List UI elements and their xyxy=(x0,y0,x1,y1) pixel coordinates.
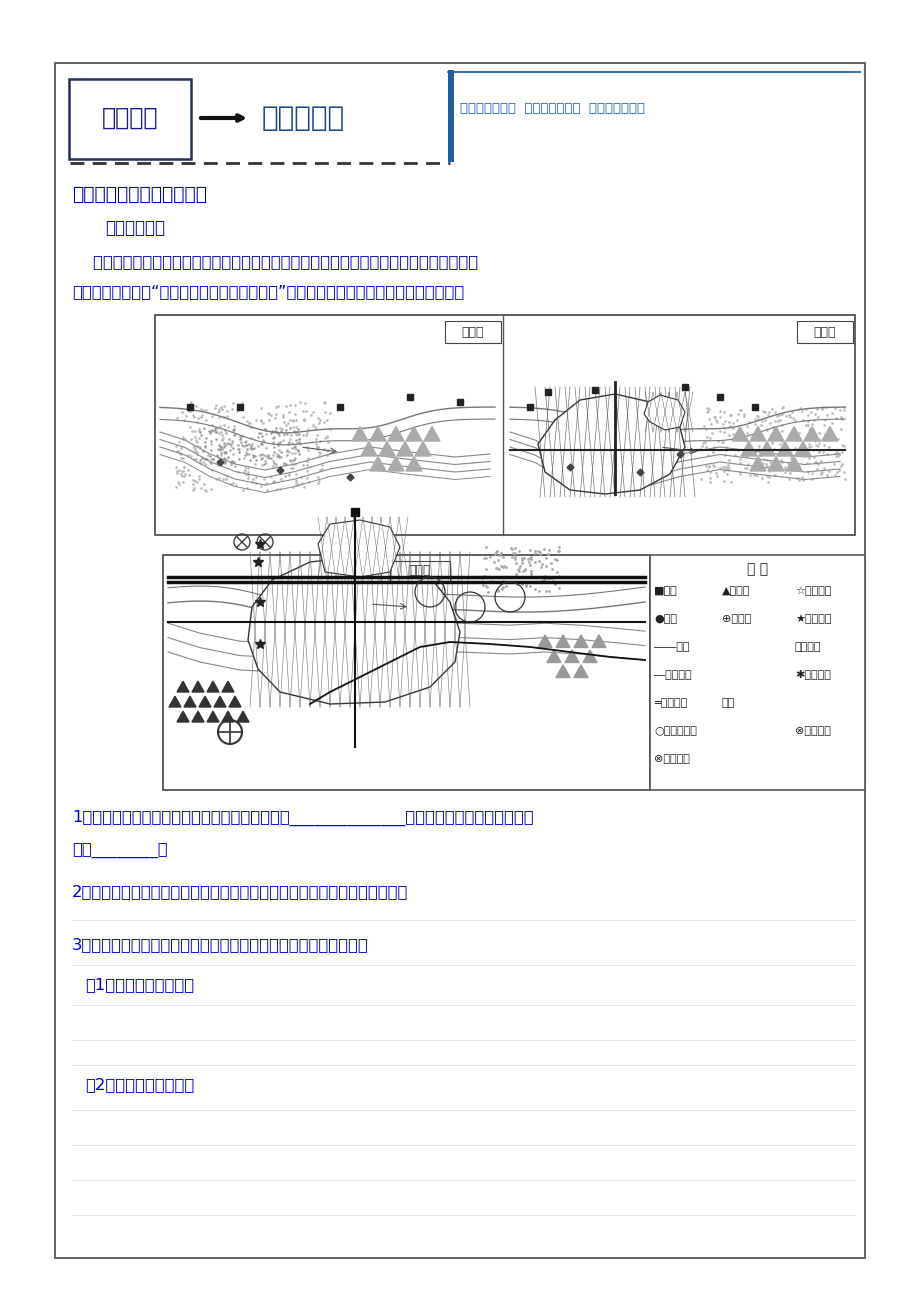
Polygon shape xyxy=(777,441,792,456)
Bar xyxy=(55,62,864,1258)
Text: ○自然保护区: ○自然保护区 xyxy=(653,727,696,736)
Text: 变而改变。下图为“某地不同发展阶段的示意图”。读图并结合所学知识，回答下列问题。: 变而改变。下图为“某地不同发展阶段的示意图”。读图并结合所学知识，回答下列问题。 xyxy=(72,285,464,299)
Polygon shape xyxy=(573,635,587,647)
Polygon shape xyxy=(318,519,400,577)
Text: （2）工业布局的调整：: （2）工业布局的调整： xyxy=(85,1078,194,1092)
Polygon shape xyxy=(169,697,181,707)
Polygon shape xyxy=(221,711,233,723)
Polygon shape xyxy=(192,711,204,723)
Text: 阶段二: 阶段二 xyxy=(813,326,835,339)
Polygon shape xyxy=(591,635,606,647)
Text: 沼地: 沼地 xyxy=(721,698,734,708)
Text: ▲绿化带: ▲绿化带 xyxy=(721,586,750,596)
Polygon shape xyxy=(379,441,394,456)
Text: ――铁路: ――铁路 xyxy=(653,642,688,652)
Text: 1．阶段一、二期间该地区工业发展的主要优势是______________；该地区城市化发展的主要动: 1．阶段一、二期间该地区工业发展的主要优势是______________；该地区… xyxy=(72,810,533,825)
Text: 区域地理环境对人类活动的影响不是固定不变的，而是随着社会、经济、技术等因素的改: 区域地理环境对人类活动的影响不是固定不变的，而是随着社会、经济、技术等因素的改 xyxy=(72,254,478,270)
Polygon shape xyxy=(767,457,783,471)
Polygon shape xyxy=(749,427,766,441)
Polygon shape xyxy=(207,711,219,723)
Bar xyxy=(390,561,449,581)
Polygon shape xyxy=(369,427,386,441)
Polygon shape xyxy=(573,665,587,677)
Polygon shape xyxy=(732,427,747,441)
Polygon shape xyxy=(785,457,801,471)
Polygon shape xyxy=(192,681,204,691)
Text: ⊗城市区域: ⊗城市区域 xyxy=(794,727,830,736)
Polygon shape xyxy=(555,635,570,647)
Polygon shape xyxy=(767,427,783,441)
Polygon shape xyxy=(184,697,196,707)
Polygon shape xyxy=(643,395,685,430)
Text: ⊗高等院校: ⊗高等院校 xyxy=(653,754,689,764)
Text: ●村落: ●村落 xyxy=(653,615,676,624)
Polygon shape xyxy=(785,427,801,441)
Bar xyxy=(796,322,852,342)
Text: 合作探究: 合作探究 xyxy=(102,105,158,130)
Text: （1）工业结构的调整：: （1）工业结构的调整： xyxy=(85,978,194,992)
Polygon shape xyxy=(397,441,413,456)
Polygon shape xyxy=(248,557,460,704)
FancyBboxPatch shape xyxy=(69,79,191,159)
Text: ―一般公路: ―一般公路 xyxy=(653,671,691,680)
Text: 阶段一: 阶段一 xyxy=(461,326,483,339)
Text: 生生合作探重点  师生合作实疑点  小组合作破难点: 生生合作探重点 师生合作实疑点 小组合作破难点 xyxy=(460,102,644,115)
Polygon shape xyxy=(821,427,837,441)
Polygon shape xyxy=(176,681,188,691)
Polygon shape xyxy=(405,457,422,471)
Polygon shape xyxy=(176,711,188,723)
Polygon shape xyxy=(229,697,241,707)
Polygon shape xyxy=(740,441,756,456)
Text: ★机械工业: ★机械工业 xyxy=(794,615,831,624)
Polygon shape xyxy=(405,427,422,441)
Text: ✱电子工业: ✱电子工业 xyxy=(794,671,830,680)
Bar xyxy=(448,70,453,161)
Polygon shape xyxy=(749,457,766,471)
Polygon shape xyxy=(794,441,811,456)
Polygon shape xyxy=(414,441,430,456)
Bar xyxy=(163,555,650,790)
Polygon shape xyxy=(221,681,233,691)
Bar xyxy=(650,555,864,790)
Polygon shape xyxy=(424,427,439,441)
Polygon shape xyxy=(538,395,685,493)
Polygon shape xyxy=(758,441,774,456)
Polygon shape xyxy=(388,457,403,471)
Polygon shape xyxy=(555,665,570,677)
Polygon shape xyxy=(388,427,403,441)
Polygon shape xyxy=(352,427,368,441)
Text: 3．从阶段二到阶段三，该地区进行了大规模的整治，主要表现是：: 3．从阶段二到阶段三，该地区进行了大规模的整治，主要表现是： xyxy=(72,937,369,953)
Text: 《合作探究》: 《合作探究》 xyxy=(105,219,165,237)
Polygon shape xyxy=(360,441,377,456)
Text: ■煋矿: ■煋矿 xyxy=(653,586,677,596)
Polygon shape xyxy=(564,650,578,663)
Bar xyxy=(445,322,501,342)
Text: ═高速公路: ═高速公路 xyxy=(653,698,686,708)
Text: 《探究点一》区域发展阶段: 《探究点一》区域发展阶段 xyxy=(72,185,207,203)
Polygon shape xyxy=(214,697,226,707)
Text: 图 例: 图 例 xyxy=(746,562,767,575)
Polygon shape xyxy=(369,457,386,471)
Polygon shape xyxy=(237,711,249,723)
Text: 力是________。: 力是________。 xyxy=(72,842,167,858)
Text: ⊕飞机场: ⊕飞机场 xyxy=(721,615,751,624)
Polygon shape xyxy=(538,635,551,647)
Text: 课堂活动区: 课堂活动区 xyxy=(262,104,345,132)
Bar xyxy=(154,315,854,535)
Text: 阶段三: 阶段三 xyxy=(408,565,431,578)
Polygon shape xyxy=(199,697,210,707)
Text: 2．简述阶段二时期该地区工业与城市的发展对当地的环境产生的不利影响。: 2．简述阶段二时期该地区工业与城市的发展对当地的环境产生的不利影响。 xyxy=(72,884,408,900)
Text: ☆钓铁工业: ☆钓铁工业 xyxy=(794,586,831,596)
Polygon shape xyxy=(547,650,561,663)
Text: 化学工业: 化学工业 xyxy=(794,642,821,652)
Polygon shape xyxy=(583,650,596,663)
Polygon shape xyxy=(803,427,819,441)
Polygon shape xyxy=(207,681,219,691)
